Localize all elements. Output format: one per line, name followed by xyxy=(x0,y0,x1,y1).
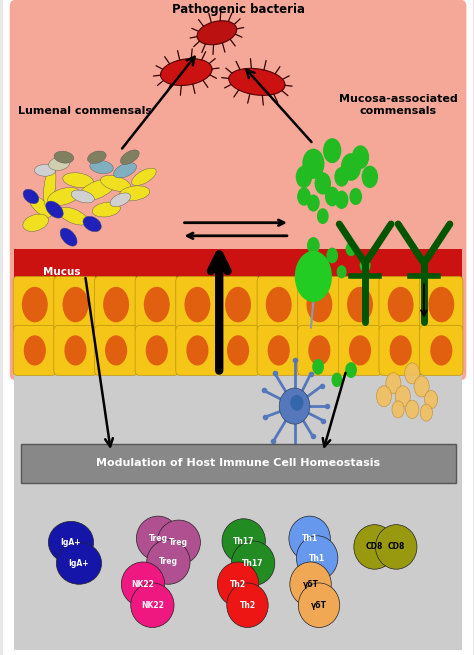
Ellipse shape xyxy=(23,189,39,204)
Ellipse shape xyxy=(231,541,275,586)
Circle shape xyxy=(65,336,86,365)
Ellipse shape xyxy=(290,562,331,607)
Circle shape xyxy=(348,288,372,322)
Circle shape xyxy=(424,390,438,409)
Ellipse shape xyxy=(88,151,106,164)
FancyBboxPatch shape xyxy=(379,326,422,375)
FancyBboxPatch shape xyxy=(217,276,260,333)
Text: CD8: CD8 xyxy=(366,542,383,552)
Text: Th1: Th1 xyxy=(301,534,318,543)
FancyBboxPatch shape xyxy=(257,276,301,333)
Ellipse shape xyxy=(137,516,180,561)
Ellipse shape xyxy=(121,562,164,607)
Circle shape xyxy=(226,288,250,322)
Ellipse shape xyxy=(90,160,113,174)
Circle shape xyxy=(335,168,348,186)
Circle shape xyxy=(185,288,210,322)
Circle shape xyxy=(266,288,291,322)
Ellipse shape xyxy=(58,207,88,225)
Ellipse shape xyxy=(375,525,417,569)
Circle shape xyxy=(420,404,432,421)
Circle shape xyxy=(353,146,368,168)
Circle shape xyxy=(298,188,310,205)
Circle shape xyxy=(104,288,128,322)
Circle shape xyxy=(313,360,323,374)
Ellipse shape xyxy=(100,176,131,191)
Ellipse shape xyxy=(120,150,139,164)
Ellipse shape xyxy=(56,542,101,584)
FancyBboxPatch shape xyxy=(54,276,97,333)
FancyBboxPatch shape xyxy=(379,276,422,333)
Ellipse shape xyxy=(161,59,212,85)
Ellipse shape xyxy=(132,168,156,185)
Circle shape xyxy=(295,252,331,301)
Ellipse shape xyxy=(222,519,265,563)
Circle shape xyxy=(145,288,169,322)
Circle shape xyxy=(268,336,289,365)
Ellipse shape xyxy=(227,583,268,627)
Text: Pathogenic bacteria: Pathogenic bacteria xyxy=(172,3,305,16)
FancyBboxPatch shape xyxy=(257,326,301,375)
FancyBboxPatch shape xyxy=(298,276,341,333)
Text: Modulation of Host Immune Cell Homeostasis: Modulation of Host Immune Cell Homeostas… xyxy=(96,458,380,468)
FancyBboxPatch shape xyxy=(13,276,56,333)
Ellipse shape xyxy=(79,179,115,201)
Circle shape xyxy=(376,386,392,407)
Text: Mucosa-associated
commensals: Mucosa-associated commensals xyxy=(339,94,457,115)
Ellipse shape xyxy=(229,68,285,96)
FancyBboxPatch shape xyxy=(135,326,178,375)
Circle shape xyxy=(406,400,419,419)
Ellipse shape xyxy=(296,536,338,580)
Circle shape xyxy=(431,336,452,365)
Circle shape xyxy=(392,401,404,418)
Text: IgA+: IgA+ xyxy=(69,559,89,568)
Circle shape xyxy=(326,187,339,206)
Text: NK22: NK22 xyxy=(132,580,155,589)
Ellipse shape xyxy=(46,201,64,218)
Circle shape xyxy=(228,336,248,365)
Text: Th17: Th17 xyxy=(242,559,264,568)
Circle shape xyxy=(296,166,311,187)
Circle shape xyxy=(337,266,346,278)
FancyBboxPatch shape xyxy=(13,326,56,375)
Ellipse shape xyxy=(35,164,55,176)
Text: Treg: Treg xyxy=(148,534,167,543)
FancyBboxPatch shape xyxy=(135,276,178,333)
Ellipse shape xyxy=(71,190,94,203)
Circle shape xyxy=(405,363,420,384)
Ellipse shape xyxy=(290,395,303,411)
Circle shape xyxy=(106,336,127,365)
Ellipse shape xyxy=(114,162,137,178)
Circle shape xyxy=(308,195,319,211)
Ellipse shape xyxy=(147,540,190,584)
Circle shape xyxy=(146,336,167,365)
Circle shape xyxy=(360,259,370,272)
FancyBboxPatch shape xyxy=(338,276,382,333)
Text: Th1: Th1 xyxy=(309,553,325,563)
Text: γδT: γδT xyxy=(302,580,319,589)
Bar xyxy=(15,269,462,373)
Ellipse shape xyxy=(110,193,131,206)
Ellipse shape xyxy=(48,521,93,563)
Ellipse shape xyxy=(54,151,74,163)
FancyBboxPatch shape xyxy=(94,276,138,333)
Ellipse shape xyxy=(60,228,77,246)
Ellipse shape xyxy=(157,520,201,565)
Ellipse shape xyxy=(92,202,120,217)
Ellipse shape xyxy=(63,173,93,187)
Circle shape xyxy=(390,336,411,365)
Ellipse shape xyxy=(44,166,56,208)
Ellipse shape xyxy=(279,388,310,424)
Ellipse shape xyxy=(29,195,52,217)
Bar xyxy=(15,368,462,650)
Circle shape xyxy=(346,363,356,377)
Circle shape xyxy=(386,373,401,394)
Circle shape xyxy=(336,191,348,208)
Circle shape xyxy=(350,189,361,204)
FancyBboxPatch shape xyxy=(338,326,382,375)
Circle shape xyxy=(332,373,342,386)
Circle shape xyxy=(187,336,208,365)
Text: IgA+: IgA+ xyxy=(61,538,81,547)
Text: Treg: Treg xyxy=(159,557,178,567)
